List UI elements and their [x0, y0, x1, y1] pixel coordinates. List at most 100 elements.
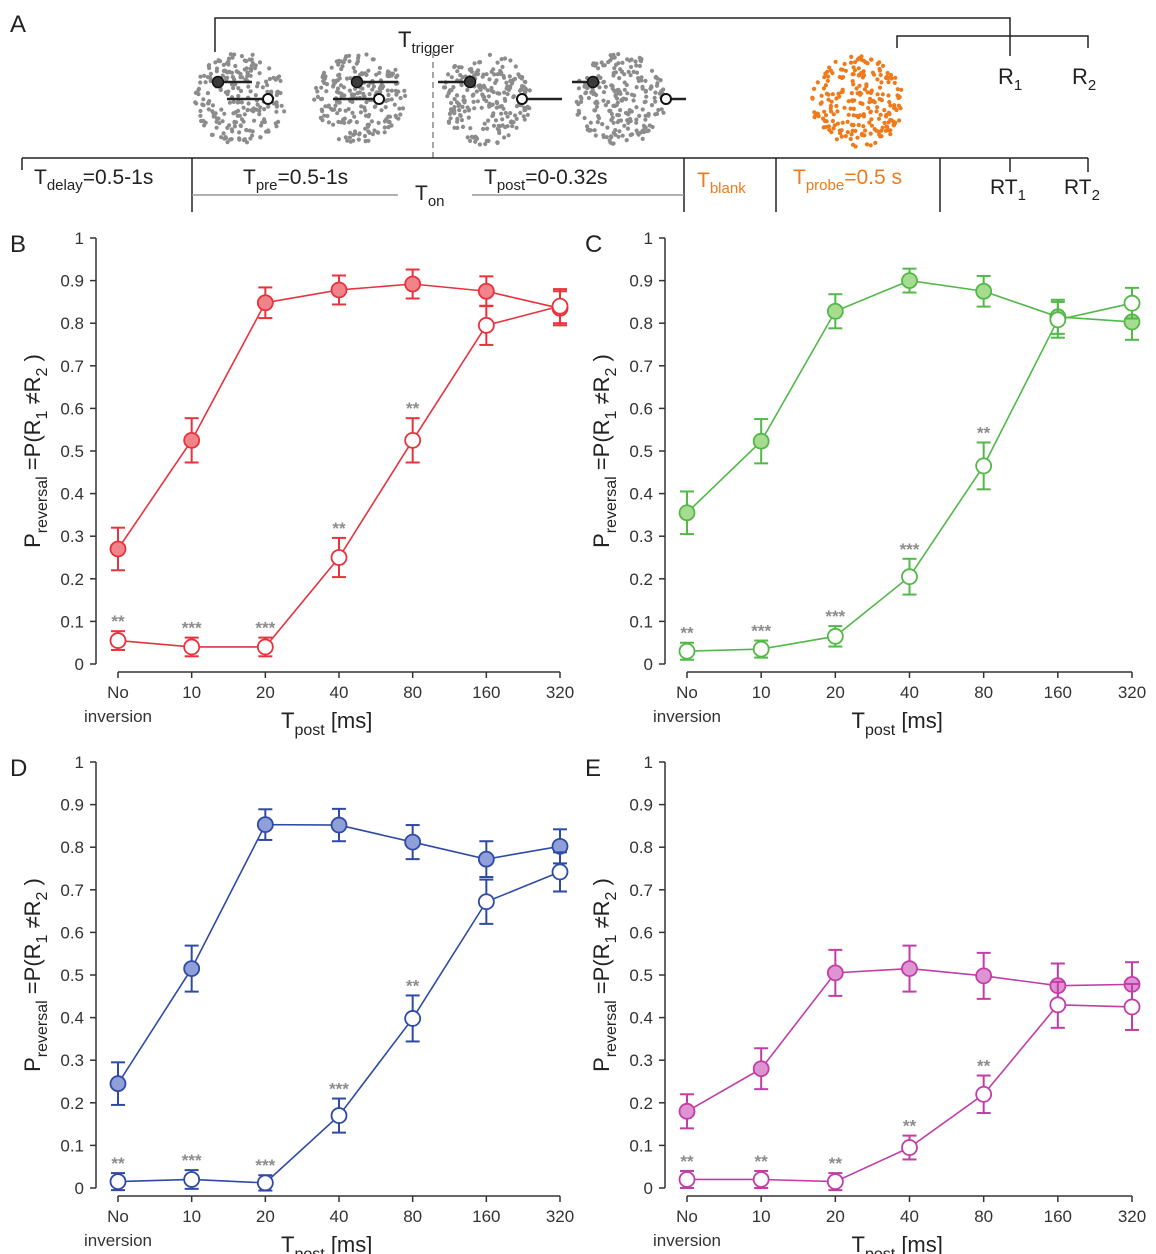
x-axis-title: Tpost [ms] [852, 708, 943, 739]
y-tick-label: 0.4 [629, 485, 653, 504]
y-tick-label: 0.1 [60, 612, 84, 631]
significance-marker: *** [182, 619, 202, 638]
data-point [183, 960, 201, 978]
y-tick-label: 0.9 [60, 796, 84, 815]
stimulus-field-3 [438, 52, 562, 147]
x-tick-label: No inversion [84, 1207, 152, 1250]
data-point [477, 316, 495, 334]
x-tick-label: No inversion [653, 683, 721, 726]
data-point [404, 833, 422, 851]
y-tick-label: 0.3 [629, 527, 653, 546]
y-axis-title: Preversal =P(R1 ≠R2 ) [589, 354, 620, 548]
series-intact [678, 267, 1141, 536]
x-tick-label: 320 [1118, 1207, 1146, 1226]
r2-label: R2 [1072, 64, 1096, 94]
y-tick-label: 0.6 [629, 923, 653, 942]
y-tick-label: 0.1 [60, 1136, 84, 1155]
y-tick-label: 0.6 [60, 399, 84, 418]
data-point [678, 1171, 696, 1188]
data-point [109, 540, 127, 558]
significance-marker: ** [903, 1117, 917, 1136]
y-tick-label: 0.1 [629, 612, 653, 631]
chart-panel-c: C 0 0.1 0.2 0.3 0.4 0.5 0.6 0.7 0.8 0.9 1 No inversio… [585, 229, 1146, 739]
chart-panel-d: D 0 0.1 0.2 0.3 0.4 0.5 0.6 0.7 0.8 0.9 1 No inversio… [10, 753, 574, 1254]
x-tick-label: 20 [826, 683, 845, 702]
x-tick-label: 20 [826, 1207, 845, 1226]
y-tick-label: 0 [644, 655, 653, 674]
x-tick-label: No inversion [653, 1207, 721, 1250]
marker-filled [586, 75, 600, 89]
series-intact [109, 807, 569, 1106]
y-tick-label: 0.7 [629, 881, 653, 900]
timeline [21, 157, 1089, 212]
data-point [256, 294, 274, 312]
data-point [1049, 311, 1067, 329]
y-tick-label: 0.8 [629, 314, 653, 333]
trigger-label: Ttrigger [398, 27, 454, 57]
x-tick-label: 40 [900, 1207, 919, 1226]
data-point [901, 960, 918, 978]
y-tick-label: 0.5 [60, 966, 84, 985]
data-point [826, 627, 844, 645]
data-point [826, 302, 844, 320]
data-point [477, 850, 495, 868]
data-point [901, 272, 918, 290]
significance-marker: *** [182, 1151, 202, 1170]
y-tick-label: 0.3 [60, 527, 84, 546]
y-tick-label: 0.4 [60, 1009, 84, 1028]
data-point [975, 457, 993, 475]
y-tick-label: 0.2 [629, 570, 653, 589]
x-tick-label: 160 [472, 683, 500, 702]
stimulus-field-2 [312, 52, 408, 144]
y-tick-label: 1 [75, 229, 84, 248]
y-tick-label: 0.9 [60, 272, 84, 291]
x-tick-label: 40 [330, 683, 349, 702]
chart-panel-b: B 0 0.1 0.2 0.3 0.4 0.5 0.6 0.7 0.8 0.9 1 No inversio… [10, 229, 574, 739]
y-tick-label: 0.5 [629, 442, 653, 461]
data-point [256, 1174, 274, 1192]
panel-letter-a: A [10, 11, 26, 38]
panel-a: A Ttrigger R1 R2 Tdelay=0.5-1s Tpre=0.5-… [10, 11, 1100, 212]
significance-marker: ** [111, 1154, 125, 1173]
data-point [330, 816, 348, 834]
data-point [678, 1102, 696, 1120]
x-tick-label: 80 [974, 1207, 993, 1226]
series-inverted [678, 980, 1141, 1192]
panel-letter-c: C [585, 231, 602, 258]
y-tick-label: 0.5 [60, 442, 84, 461]
interval-post: Tpost=0-0.32s [484, 166, 608, 194]
x-tick-label: 10 [182, 683, 201, 702]
x-tick-label: 160 [1044, 1207, 1072, 1226]
marker-open [660, 93, 672, 105]
marker-filled [350, 75, 364, 89]
y-tick-label: 0.1 [629, 1136, 653, 1155]
data-point [330, 1107, 348, 1124]
data-point [752, 432, 770, 450]
significance-marker: ** [977, 423, 991, 442]
x-axis-title: Tpost [ms] [281, 708, 372, 739]
data-point [752, 640, 770, 658]
significance-marker: ** [406, 976, 420, 995]
y-tick-label: 0 [75, 1179, 84, 1198]
data-point [826, 1173, 844, 1191]
y-axis-title: Preversal =P(R1 ≠R2 ) [20, 354, 51, 548]
data-point [975, 967, 993, 985]
dot-fields [193, 52, 904, 149]
significance-marker: ** [332, 519, 346, 538]
data-point [404, 431, 422, 449]
rt2-label: RT2 [1064, 176, 1100, 204]
data-point [975, 1085, 993, 1103]
x-tick-label: 320 [546, 683, 574, 702]
data-point [678, 642, 696, 660]
significance-marker: *** [751, 622, 771, 641]
data-point [183, 1171, 201, 1188]
series-inverted [109, 851, 569, 1192]
interval-pre: Tpre=0.5-1s [243, 166, 348, 194]
panel-letter-b: B [10, 231, 26, 258]
stimulus-field-4 [572, 52, 686, 146]
significance-marker: ** [406, 399, 420, 418]
data-point [826, 964, 844, 982]
data-point [109, 632, 127, 649]
marker-open [373, 93, 385, 105]
y-tick-label: 0.9 [629, 272, 653, 291]
